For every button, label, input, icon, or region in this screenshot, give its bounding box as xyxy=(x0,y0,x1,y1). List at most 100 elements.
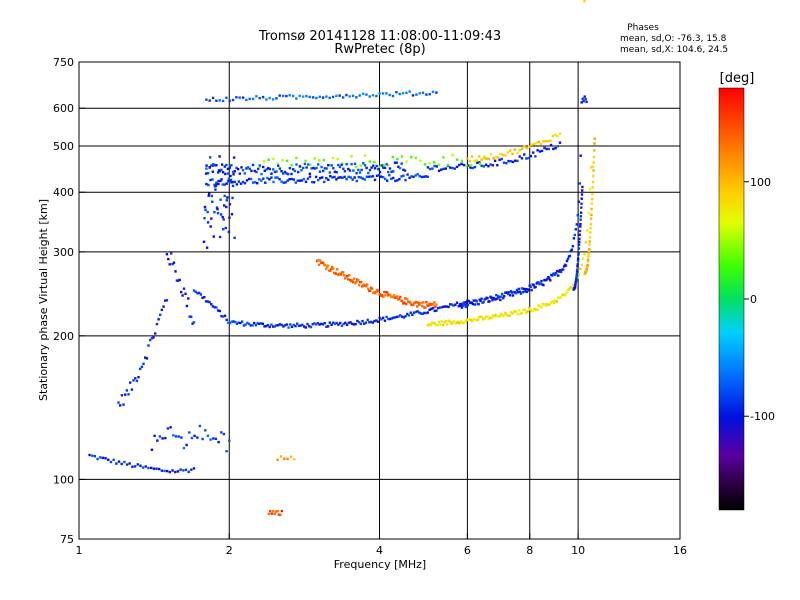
echo-point xyxy=(142,362,145,365)
echo-point xyxy=(405,91,408,95)
echo-point xyxy=(211,96,215,100)
echo-point xyxy=(303,162,307,166)
echo-point xyxy=(352,169,355,172)
echo-point xyxy=(272,168,275,171)
echo-point xyxy=(586,229,589,232)
echo-point xyxy=(523,290,526,293)
echo-point xyxy=(547,303,550,306)
echo-point xyxy=(460,306,464,309)
echo-point xyxy=(433,309,436,313)
echo-point xyxy=(354,165,358,169)
echo-point xyxy=(117,401,120,404)
echo-point xyxy=(231,184,235,188)
echo-point xyxy=(274,176,277,179)
echo-point xyxy=(489,316,492,319)
echo-point xyxy=(235,322,239,325)
echo-point xyxy=(364,321,368,324)
echo-point xyxy=(278,167,282,170)
echo-point xyxy=(217,440,220,444)
echo-point xyxy=(530,288,533,292)
echo-point xyxy=(239,182,243,185)
echo-point xyxy=(579,267,582,271)
echo-point xyxy=(399,295,402,299)
echo-point xyxy=(482,300,485,304)
echo-point xyxy=(225,205,228,209)
echo-point xyxy=(533,307,536,311)
echo-point xyxy=(178,278,181,282)
echo-point xyxy=(215,306,218,309)
echo-point xyxy=(268,167,271,171)
echo-point xyxy=(339,176,342,179)
echo-point xyxy=(405,302,408,306)
echo-point xyxy=(415,300,418,304)
echo-point xyxy=(377,165,381,168)
echo-point xyxy=(404,178,407,182)
echo-point xyxy=(581,257,585,260)
y-axis-label: Stationary phase Virtual Height [km] xyxy=(37,199,50,401)
echo-point xyxy=(572,283,575,287)
echo-point xyxy=(407,314,411,317)
echo-point xyxy=(514,159,517,162)
echo-point xyxy=(208,192,211,195)
echo-point xyxy=(404,297,407,300)
echo-point xyxy=(583,253,586,256)
echo-point xyxy=(428,308,431,311)
echo-point xyxy=(351,279,354,282)
echo-point xyxy=(490,296,493,299)
echo-point xyxy=(162,305,165,308)
echo-point xyxy=(381,92,385,95)
echo-point xyxy=(345,93,348,97)
echo-point xyxy=(579,222,582,226)
echo-point xyxy=(227,230,231,234)
echo-point xyxy=(426,311,429,314)
stats-line-x: mean, sd,X: 104.6, 24.5 xyxy=(620,45,728,55)
echo-point xyxy=(525,311,528,314)
echo-point xyxy=(144,465,147,468)
echo-point xyxy=(248,97,251,101)
echo-point xyxy=(330,323,333,326)
echo-point xyxy=(548,277,551,280)
echo-point xyxy=(88,453,91,457)
echo-point xyxy=(208,300,211,304)
echo-point xyxy=(225,450,228,453)
echo-point xyxy=(262,177,265,180)
echo-point xyxy=(222,315,225,318)
echo-point xyxy=(367,175,371,178)
echo-point xyxy=(241,180,245,184)
echo-point xyxy=(558,132,562,135)
echo-point xyxy=(309,325,313,329)
echo-point xyxy=(393,294,396,297)
echo-point xyxy=(232,156,236,159)
echo-point xyxy=(217,182,220,186)
echo-point xyxy=(307,163,310,166)
echo-point xyxy=(191,322,194,325)
echo-point xyxy=(377,173,381,177)
echo-point xyxy=(433,322,436,325)
echo-point xyxy=(398,167,402,170)
echo-point xyxy=(318,259,322,262)
echo-point xyxy=(580,193,584,196)
echo-point xyxy=(442,305,445,308)
x-tick-label: 16 xyxy=(673,544,687,557)
echo-point xyxy=(341,96,345,99)
echo-point xyxy=(266,176,269,180)
echo-point xyxy=(473,165,477,169)
echo-point xyxy=(317,163,320,166)
echo-point xyxy=(555,271,558,275)
echo-point xyxy=(214,437,218,440)
echo-point xyxy=(267,512,270,516)
echo-point xyxy=(177,435,180,438)
echo-point xyxy=(446,323,449,326)
echo-point xyxy=(578,240,581,243)
echo-point xyxy=(558,269,562,272)
echo-point xyxy=(441,323,445,327)
echo-point xyxy=(232,320,235,323)
echo-point xyxy=(577,253,580,256)
echo-point xyxy=(419,159,422,163)
echo-point xyxy=(276,458,279,461)
echo-point xyxy=(507,291,511,294)
echo-point xyxy=(203,205,207,209)
echo-point xyxy=(246,321,249,325)
echo-point xyxy=(205,246,209,249)
echo-point xyxy=(315,96,318,100)
